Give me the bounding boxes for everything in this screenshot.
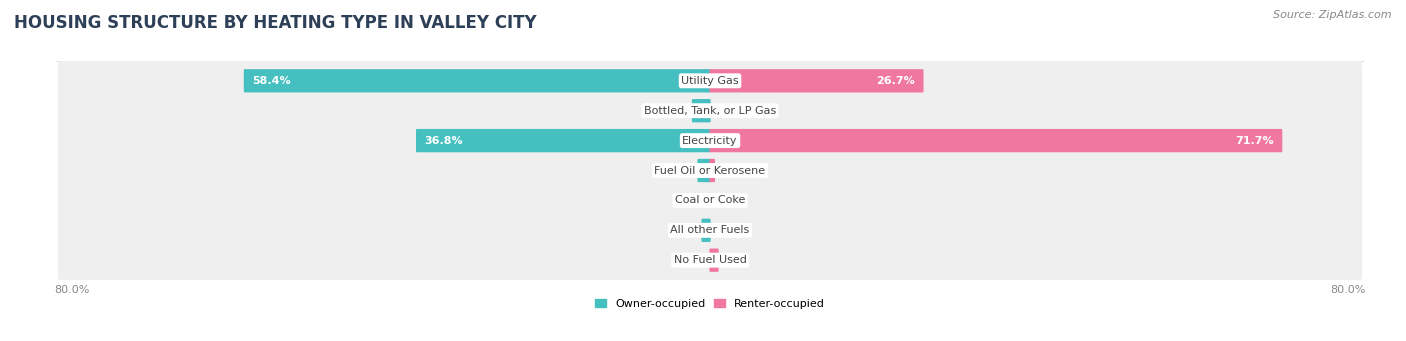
FancyBboxPatch shape xyxy=(58,120,1362,162)
FancyBboxPatch shape xyxy=(697,159,710,182)
FancyBboxPatch shape xyxy=(58,209,1362,251)
FancyBboxPatch shape xyxy=(710,69,924,92)
Text: No Fuel Used: No Fuel Used xyxy=(673,255,747,265)
FancyBboxPatch shape xyxy=(58,60,1362,102)
FancyBboxPatch shape xyxy=(58,239,1362,281)
FancyBboxPatch shape xyxy=(58,90,1362,132)
Text: 36.8%: 36.8% xyxy=(425,136,463,146)
FancyBboxPatch shape xyxy=(416,129,710,152)
Text: 0.0%: 0.0% xyxy=(714,195,742,205)
Text: 26.7%: 26.7% xyxy=(876,76,915,86)
Text: 2.2%: 2.2% xyxy=(659,106,689,116)
Text: Electricity: Electricity xyxy=(682,136,738,146)
FancyBboxPatch shape xyxy=(243,69,710,92)
Text: 0.0%: 0.0% xyxy=(714,225,742,235)
Text: 1.5%: 1.5% xyxy=(666,165,695,176)
Text: Coal or Coke: Coal or Coke xyxy=(675,195,745,205)
FancyBboxPatch shape xyxy=(710,249,718,272)
Text: Bottled, Tank, or LP Gas: Bottled, Tank, or LP Gas xyxy=(644,106,776,116)
Text: 0.0%: 0.0% xyxy=(714,106,742,116)
FancyBboxPatch shape xyxy=(710,129,1282,152)
Text: 0.0%: 0.0% xyxy=(678,255,706,265)
Text: 1.0%: 1.0% xyxy=(669,225,697,235)
Text: HOUSING STRUCTURE BY HEATING TYPE IN VALLEY CITY: HOUSING STRUCTURE BY HEATING TYPE IN VAL… xyxy=(14,14,537,32)
Text: Utility Gas: Utility Gas xyxy=(682,76,738,86)
Text: Fuel Oil or Kerosene: Fuel Oil or Kerosene xyxy=(654,165,766,176)
Legend: Owner-occupied, Renter-occupied: Owner-occupied, Renter-occupied xyxy=(591,294,830,313)
Text: All other Fuels: All other Fuels xyxy=(671,225,749,235)
Text: 0.55%: 0.55% xyxy=(718,165,754,176)
Text: 71.7%: 71.7% xyxy=(1234,136,1274,146)
FancyBboxPatch shape xyxy=(58,179,1362,221)
Text: 1.0%: 1.0% xyxy=(723,255,751,265)
Text: 0.0%: 0.0% xyxy=(678,195,706,205)
FancyBboxPatch shape xyxy=(710,159,716,182)
FancyBboxPatch shape xyxy=(58,150,1362,191)
FancyBboxPatch shape xyxy=(692,99,710,122)
Text: 58.4%: 58.4% xyxy=(253,76,291,86)
FancyBboxPatch shape xyxy=(702,219,710,242)
Text: Source: ZipAtlas.com: Source: ZipAtlas.com xyxy=(1274,10,1392,20)
